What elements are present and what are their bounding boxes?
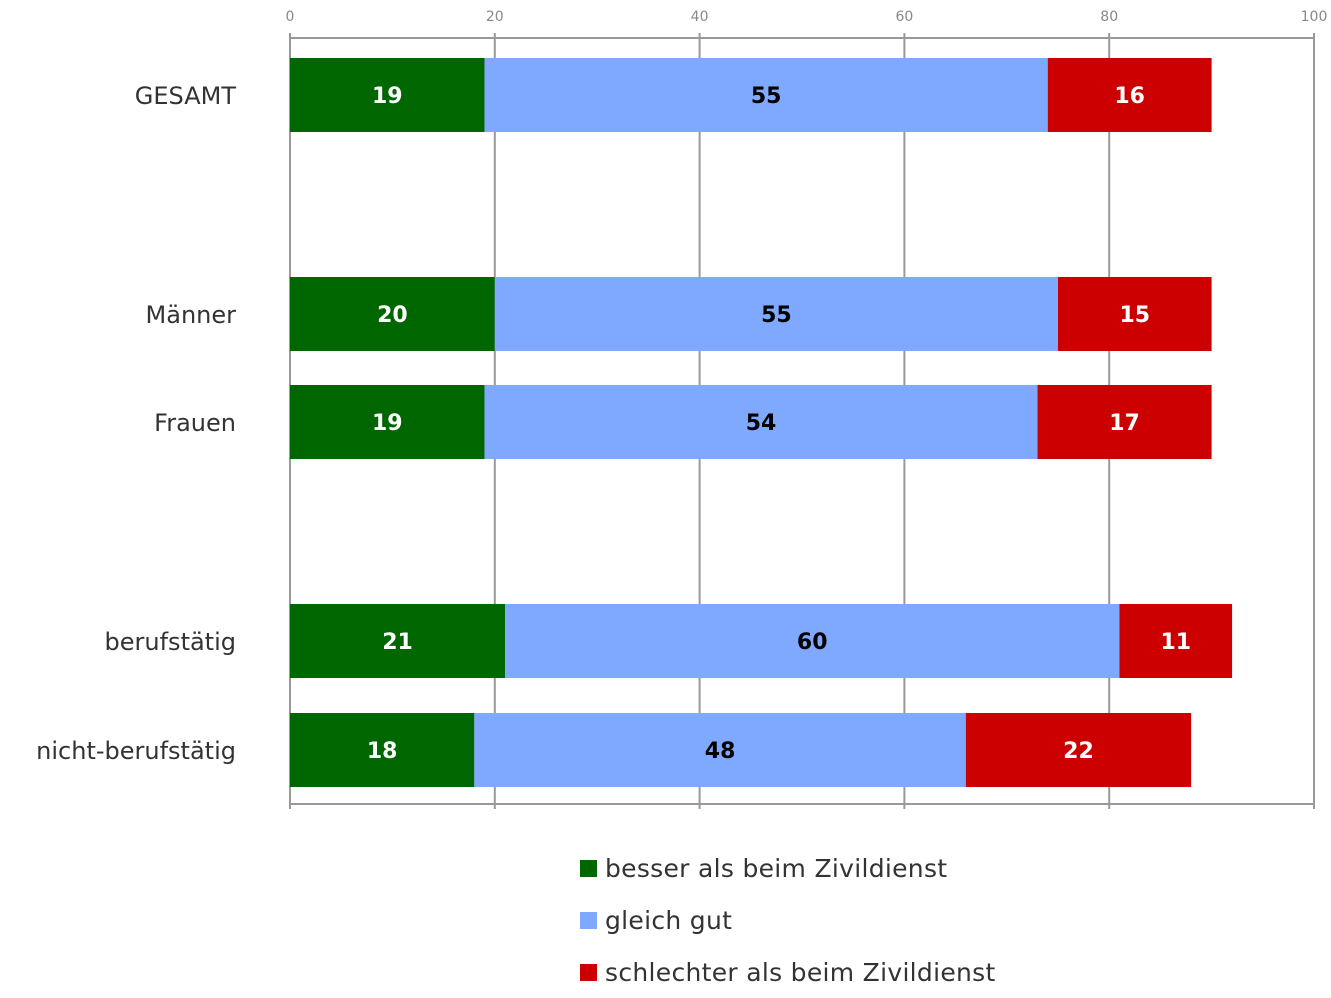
data-label-1-2: 54: [746, 411, 777, 436]
legend-swatch-besser: [580, 860, 597, 877]
data-label-2-0: 16: [1114, 84, 1145, 109]
x-tick-label-100: 100: [1301, 9, 1328, 25]
legend: besser als beim Zivildienst gleich gut s…: [580, 842, 1180, 998]
category-label-1: Männer: [146, 301, 237, 329]
x-tick-label-80: 80: [1100, 9, 1118, 25]
category-label-3: berufstätig: [105, 628, 236, 656]
legend-label-gleich: gleich gut: [605, 906, 732, 935]
chart-svg: 0 20 40 60 80 100 GESAMT Männer Frauen berufstäti…: [0, 0, 1331, 840]
legend-item-besser: besser als beim Zivildienst: [580, 842, 1180, 894]
data-label-0-4: 18: [367, 739, 398, 764]
data-label-1-4: 48: [705, 739, 736, 764]
category-label-0: GESAMT: [135, 82, 237, 110]
data-label-0-1: 20: [377, 303, 408, 328]
data-label-1-3: 60: [797, 630, 828, 655]
data-label-0-3: 21: [382, 630, 413, 655]
data-label-2-1: 15: [1119, 303, 1150, 328]
chart: 0 20 40 60 80 100 GESAMT Männer Frauen berufstäti…: [0, 0, 1331, 973]
data-label-0-0: 19: [372, 84, 403, 109]
legend-label-schlechter: schlechter als beim Zivildienst: [605, 958, 996, 987]
data-label-0-2: 19: [372, 411, 403, 436]
data-label-2-2: 17: [1109, 411, 1140, 436]
data-label-1-0: 55: [751, 84, 782, 109]
legend-label-besser: besser als beim Zivildienst: [605, 854, 947, 883]
category-label-4: nicht-berufstätig: [36, 737, 236, 765]
legend-swatch-gleich: [580, 912, 597, 929]
category-label-2: Frauen: [154, 409, 236, 437]
legend-swatch-schlechter: [580, 964, 597, 981]
data-label-2-4: 22: [1063, 739, 1094, 764]
x-tick-label-0: 0: [286, 9, 295, 25]
x-tick-label-60: 60: [895, 9, 913, 25]
x-tick-label-40: 40: [691, 9, 709, 25]
x-tick-label-20: 20: [486, 9, 504, 25]
data-label-2-3: 11: [1160, 630, 1191, 655]
data-label-1-1: 55: [761, 303, 792, 328]
legend-item-gleich: gleich gut: [580, 894, 1180, 946]
legend-item-schlechter: schlechter als beim Zivildienst: [580, 946, 1180, 998]
